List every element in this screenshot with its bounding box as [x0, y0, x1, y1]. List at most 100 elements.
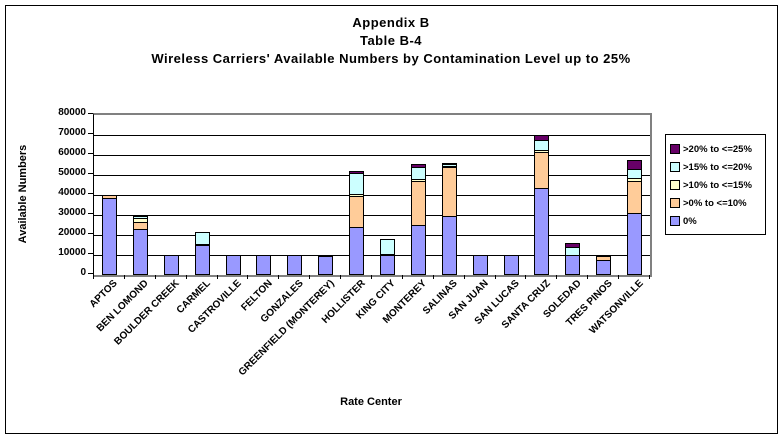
x-tick [371, 275, 372, 279]
bar-stack [163, 255, 179, 275]
x-axis-title: Rate Center [340, 396, 402, 408]
y-tick [88, 153, 93, 154]
bar-stack [132, 216, 148, 275]
x-tick [93, 275, 94, 279]
legend-label: >0% to <=10% [683, 197, 747, 209]
y-tick [88, 193, 93, 194]
bar-segment [534, 188, 550, 275]
bar-slot-ben-lomond [125, 115, 156, 275]
bar-slot-san-juan [465, 115, 496, 275]
bar-slot-greenfield-monterey- [310, 115, 341, 275]
legend-swatch [670, 144, 680, 154]
gridline-30000 [94, 215, 650, 216]
bar-slot-boulder-creek [156, 115, 187, 275]
legend-swatch [670, 162, 680, 172]
bar-stack [287, 255, 303, 275]
x-tick [494, 275, 496, 279]
bar-stack [565, 243, 581, 275]
x-tick [154, 275, 156, 279]
legend-item: >15% to <=20% [670, 158, 762, 176]
bar-stack [349, 171, 365, 275]
x-tick [247, 275, 249, 279]
bar-segment [534, 152, 550, 189]
legend-item: >20% to <=25% [670, 140, 762, 158]
bar-segment [596, 260, 612, 275]
bar-slot-castroville [218, 115, 249, 275]
chart-title-line-3: Wireless Carriers' Available Numbers by … [151, 51, 631, 66]
bar-stack [101, 195, 117, 275]
gridline-20000 [94, 235, 650, 236]
legend-swatch [670, 216, 680, 226]
bar-stack [472, 255, 488, 275]
bar-slot-tres-pinos [588, 115, 619, 275]
legend-item: >10% to <=15% [670, 176, 762, 194]
bar-slot-hollister [341, 115, 372, 275]
bar-segment [132, 229, 148, 275]
y-tick-label: 10000 [58, 247, 86, 258]
bar-segment [349, 196, 365, 228]
bar-segment [627, 181, 643, 214]
bar-slot-san-lucas [496, 115, 527, 275]
legend-box: >20% to <=25% >15% to <=20% >10% to <=15% >… [665, 134, 766, 235]
x-tick [432, 275, 434, 279]
chart-title-line-1: Appendix B [352, 15, 430, 30]
bar-slot-salinas [434, 115, 465, 275]
gridline-60000 [94, 155, 650, 156]
y-tick-label: 30000 [58, 207, 86, 218]
y-tick [88, 273, 93, 274]
bar-stack [194, 232, 210, 275]
x-tick [216, 275, 218, 279]
y-tick-label: 80000 [58, 107, 86, 118]
y-tick-label: 60000 [58, 147, 86, 158]
x-tick [463, 275, 465, 279]
bar-segment [349, 227, 365, 275]
bar-slot-carmel [187, 115, 218, 275]
bar-slot-soledad [557, 115, 588, 275]
legend-swatch [670, 198, 680, 208]
gridline-70000 [94, 135, 650, 136]
x-tick [587, 275, 589, 279]
bars-container [94, 115, 650, 275]
bar-segment [256, 255, 272, 275]
bar-stack [225, 255, 241, 275]
bar-slot-king-city [372, 115, 403, 275]
y-tick [88, 113, 93, 114]
bar-segment [472, 255, 488, 275]
bar-segment [287, 255, 303, 275]
bar-stack [410, 164, 426, 275]
bar-stack [441, 163, 457, 275]
legend-item: >0% to <=10% [670, 194, 762, 212]
y-tick-label: 50000 [58, 167, 86, 178]
bar-segment [410, 181, 426, 226]
x-tick [278, 275, 280, 279]
x-tick [340, 275, 342, 279]
gridline-10000 [94, 255, 650, 256]
y-tick [88, 233, 93, 234]
x-tick [309, 275, 311, 279]
y-axis-title: Available Numbers [17, 144, 29, 244]
plot-area [93, 113, 652, 277]
y-tick-label: 20000 [58, 227, 86, 238]
bar-segment [379, 255, 395, 275]
x-tick [649, 275, 650, 279]
bar-slot-monterey [403, 115, 434, 275]
bar-segment [163, 255, 179, 275]
legend-swatch [670, 180, 680, 190]
legend-label: 0% [683, 215, 697, 227]
x-tick [525, 275, 527, 279]
bar-slot-watsonville [619, 115, 650, 275]
bar-segment [410, 225, 426, 275]
bar-stack [503, 255, 519, 275]
bar-stack [596, 256, 612, 275]
chart-title-line-2: Table B-4 [359, 33, 423, 48]
y-tick-label: 0 [80, 267, 86, 278]
bar-slot-gonzales [279, 115, 310, 275]
bar-slot-santa-cruz [526, 115, 557, 275]
bar-stack [379, 239, 395, 275]
legend-label: >20% to <=25% [683, 143, 752, 155]
x-tick [618, 275, 620, 279]
y-tick [88, 253, 93, 254]
y-tick [88, 173, 93, 174]
bar-segment [349, 173, 365, 195]
